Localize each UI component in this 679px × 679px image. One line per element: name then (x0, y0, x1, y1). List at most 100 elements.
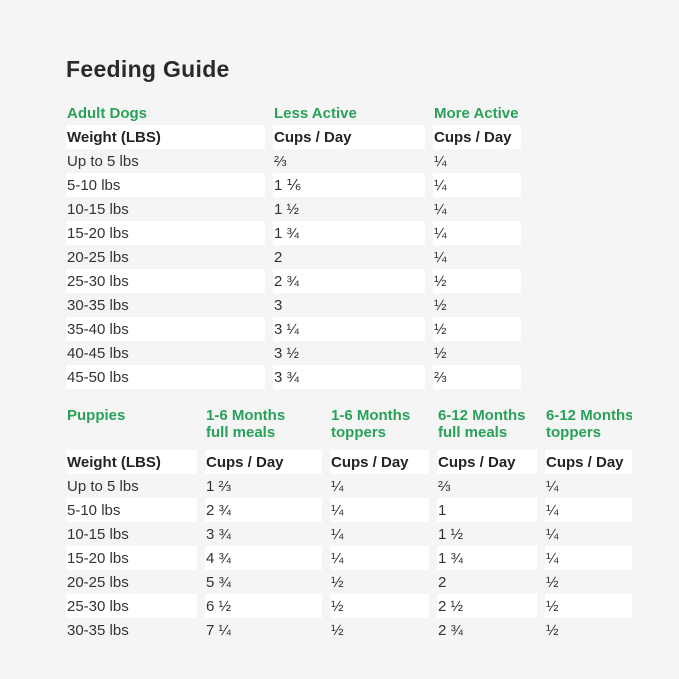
toppers-1-6-value: ¼ (331, 477, 344, 495)
table-row: Up to 5 lbs ⅔ ¼ (66, 149, 679, 173)
table-row: 5-10 lbs 2 ¾ ¼ 1 ¼ (66, 498, 679, 522)
full-meals-6-12-value: 1 (437, 498, 537, 522)
toppers-1-6-value: ½ (331, 573, 344, 591)
table-row: 20-25 lbs 2 ¼ (66, 245, 679, 269)
table-row: 10-15 lbs 3 ¾ ¼ 1 ½ ¼ (66, 522, 679, 546)
cups-per-day-header: Cups / Day (437, 450, 537, 474)
table-row: 45-50 lbs 3 ¾ ⅔ (66, 365, 679, 389)
column-header-text: 6-12 Months full meals (438, 407, 526, 441)
puppies-subheader-row: Weight (LBS) Cups / Day Cups / Day Cups … (66, 450, 679, 474)
less-active-value: 2 (274, 248, 283, 266)
less-active-value: 1 ½ (274, 200, 300, 218)
cups-per-day-header: Cups / Day (433, 125, 521, 149)
cups-per-day-header: Cups / Day (205, 450, 322, 474)
full-meals-1-6-value: 1 ⅔ (206, 477, 232, 495)
less-active-value: 1 ⅙ (273, 173, 425, 197)
full-meals-6-12-value: 1 ½ (438, 525, 464, 543)
more-active-value: ½ (434, 296, 447, 314)
weight-cell: 10-15 lbs (67, 200, 129, 218)
more-active-value: ⅔ (433, 365, 521, 389)
full-meals-1-6-value: 7 ¼ (206, 621, 232, 639)
weight-cell: 5-10 lbs (66, 173, 265, 197)
toppers-1-6-value: ½ (330, 594, 429, 618)
weight-cell: 45-50 lbs (66, 365, 265, 389)
weight-cell: 40-45 lbs (67, 344, 129, 362)
toppers-6-12-value: ¼ (545, 546, 632, 570)
column-header-6-12-full-meals: 6-12 Months full meals (437, 404, 537, 450)
adult-subheader-row: Weight (LBS) Cups / Day Cups / Day (66, 125, 679, 149)
column-header-more-active: More Active (434, 104, 519, 122)
weight-cell: 30-35 lbs (67, 296, 129, 314)
table-row: 5-10 lbs 1 ⅙ ¼ (66, 173, 679, 197)
table-row: 20-25 lbs 5 ¾ ½ 2 ½ (66, 570, 679, 594)
weight-header: Weight (LBS) (66, 450, 197, 474)
column-header-1-6-toppers: 1-6 Months toppers (330, 404, 429, 450)
full-meals-1-6-value: 5 ¾ (206, 573, 232, 591)
less-active-value: ⅔ (274, 152, 287, 170)
weight-cell: 10-15 lbs (67, 525, 129, 543)
weight-cell: 5-10 lbs (66, 498, 197, 522)
weight-cell: 30-35 lbs (67, 621, 129, 639)
column-header-1-6-full-meals: 1-6 Months full meals (205, 404, 322, 450)
weight-cell: 15-20 lbs (66, 221, 265, 245)
toppers-6-12-value: ¼ (546, 477, 559, 495)
full-meals-1-6-value: 2 ¾ (205, 498, 322, 522)
table-row: Up to 5 lbs 1 ⅔ ¼ ⅔ ¼ (66, 474, 679, 498)
table-row: 10-15 lbs 1 ½ ¼ (66, 197, 679, 221)
weight-cell: 35-40 lbs (66, 317, 265, 341)
weight-cell: 20-25 lbs (67, 573, 129, 591)
column-header-text: 6-12 Months toppers (546, 407, 632, 441)
more-active-value: ¼ (434, 200, 447, 218)
column-header-less-active: Less Active (274, 104, 357, 122)
weight-cell: 25-30 lbs (66, 269, 265, 293)
table-row: 15-20 lbs 1 ¾ ¼ (66, 221, 679, 245)
weight-cell: Up to 5 lbs (67, 152, 139, 170)
more-active-value: ½ (433, 269, 521, 293)
toppers-6-12-value: ¼ (546, 525, 559, 543)
more-active-value: ¼ (433, 173, 521, 197)
cups-per-day-header: Cups / Day (273, 125, 425, 149)
less-active-value: 2 ¾ (273, 269, 425, 293)
toppers-1-6-value: ¼ (330, 498, 429, 522)
table-row: 30-35 lbs 7 ¼ ½ 2 ¾ ½ (66, 618, 679, 642)
toppers-1-6-value: ¼ (330, 546, 429, 570)
section-label-puppies: Puppies (67, 407, 126, 424)
table-row: 15-20 lbs 4 ¾ ¼ 1 ¾ ¼ (66, 546, 679, 570)
less-active-value: 3 (274, 296, 283, 314)
toppers-6-12-value: ½ (546, 621, 559, 639)
less-active-value: 3 ¾ (273, 365, 425, 389)
cups-per-day-header: Cups / Day (545, 450, 632, 474)
weight-header: Weight (LBS) (66, 125, 265, 149)
full-meals-6-12-value: 2 (438, 573, 447, 591)
full-meals-6-12-value: 2 ½ (437, 594, 537, 618)
toppers-6-12-value: ½ (545, 594, 632, 618)
column-header-6-12-toppers: 6-12 Months toppers (545, 404, 632, 450)
less-active-value: 3 ¼ (273, 317, 425, 341)
section-label-adult-dogs: Adult Dogs (67, 104, 147, 122)
column-header-text: 1-6 Months toppers (331, 407, 411, 441)
full-meals-1-6-value: 3 ¾ (206, 525, 232, 543)
puppies-section-header-row: Puppies 1-6 Months full meals 1-6 Months… (66, 404, 679, 450)
cups-per-day-header: Cups / Day (330, 450, 429, 474)
more-active-value: ½ (434, 344, 447, 362)
table-row: 40-45 lbs 3 ½ ½ (66, 341, 679, 365)
table-row: 25-30 lbs 2 ¾ ½ (66, 269, 679, 293)
more-active-value: ¼ (433, 221, 521, 245)
less-active-value: 1 ¾ (273, 221, 425, 245)
toppers-1-6-value: ¼ (331, 525, 344, 543)
weight-cell: 25-30 lbs (66, 594, 197, 618)
page-title: Feeding Guide (66, 56, 230, 82)
more-active-value: ½ (433, 317, 521, 341)
full-meals-6-12-value: 1 ¾ (437, 546, 537, 570)
more-active-value: ¼ (434, 152, 447, 170)
column-header-text: 1-6 Months full meals (206, 407, 286, 441)
feeding-guide-page: Feeding Guide Adult Dogs Less Active Mor… (66, 56, 679, 642)
full-meals-6-12-value: ⅔ (438, 477, 451, 495)
table-row: 30-35 lbs 3 ½ (66, 293, 679, 317)
adult-table-body: Up to 5 lbs ⅔ ¼ 5-10 lbs 1 ⅙ ¼ 10-15 lbs… (66, 149, 679, 389)
less-active-value: 3 ½ (274, 344, 300, 362)
toppers-6-12-value: ¼ (545, 498, 632, 522)
weight-cell: 15-20 lbs (66, 546, 197, 570)
weight-cell: 20-25 lbs (67, 248, 129, 266)
weight-cell: Up to 5 lbs (67, 477, 139, 495)
